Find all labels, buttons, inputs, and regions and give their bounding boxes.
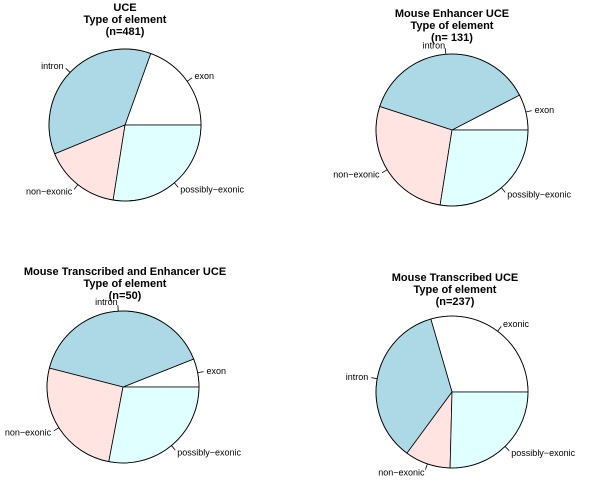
- title-line-2: Type of element: [83, 278, 167, 290]
- title-line-2: Type of element: [83, 14, 167, 26]
- pie-label-tick: [186, 77, 193, 82]
- pie-label-exonic: exonic: [503, 319, 530, 329]
- title-line-1: Mouse Enhancer UCE: [394, 8, 510, 20]
- pie-label-tick: [53, 427, 60, 432]
- title-line-1: Mouse Transcribed UCE: [391, 272, 519, 284]
- pie-label-intron: intron: [346, 372, 369, 382]
- pie-label-tick: [371, 377, 378, 380]
- chart-title: UCE Type of element (n=481): [60, 2, 190, 38]
- pie-label-non-exonic: non−exonic: [5, 428, 52, 438]
- pie-outline: [375, 315, 529, 469]
- pie-label-tick: [174, 182, 179, 188]
- pie-label-exon: exon: [207, 366, 227, 376]
- pie-label-non-exonic: non−exonic: [333, 169, 380, 179]
- title-line-2: Type of element: [413, 284, 497, 296]
- title-line-3: (n=50): [108, 290, 142, 302]
- title-line-3: (n= 131): [431, 32, 473, 44]
- pie-label-tick: [171, 445, 176, 451]
- pie-label-tick: [497, 326, 502, 332]
- pie-label-tick: [425, 463, 428, 470]
- pie-label-possibly-exonic: possibly−exonic: [507, 190, 571, 200]
- pie-label-intron: intron: [423, 40, 446, 50]
- pie-label-possibly-exonic: possibly−exonic: [511, 448, 575, 458]
- pie-label-tick: [504, 446, 510, 451]
- pie-label-tick: [525, 110, 532, 113]
- pie-label-possibly-exonic: possibly−exonic: [180, 185, 244, 195]
- title-line-1: UCE: [113, 2, 137, 14]
- pie-label-intron: intron: [41, 61, 64, 71]
- pie-label-possibly-exonic: possibly−exonic: [177, 448, 241, 458]
- pie-label-non-exonic: non−exonic: [378, 467, 425, 477]
- pie-outline: [46, 310, 200, 464]
- pie-label-tick: [381, 169, 388, 174]
- pie-outline: [375, 53, 529, 207]
- pie-label-tick: [197, 371, 204, 374]
- chart-title: Mouse Transcribed UCE Type of element (n…: [380, 272, 530, 308]
- chart-title: Mouse Enhancer UCE Type of element (n= 1…: [372, 8, 532, 44]
- pie-label-tick: [73, 184, 79, 190]
- pie-label-exon: exon: [535, 105, 555, 115]
- pie-label-exon: exon: [195, 71, 215, 81]
- pie-label-tick: [65, 68, 71, 73]
- pie-outline: [48, 48, 202, 202]
- pie-label-non-exonic: non−exonic: [26, 187, 73, 197]
- pie-label-intron: intron: [95, 297, 118, 307]
- title-line-3: (n=237): [435, 296, 475, 308]
- title-line-1: Mouse Transcribed and Enhancer UCE: [23, 266, 227, 278]
- title-line-3: (n=481): [105, 26, 145, 38]
- title-line-2: Type of element: [410, 20, 494, 32]
- pie-label-tick: [501, 187, 506, 193]
- chart-title: Mouse Transcribed and Enhancer UCE Type …: [5, 266, 245, 302]
